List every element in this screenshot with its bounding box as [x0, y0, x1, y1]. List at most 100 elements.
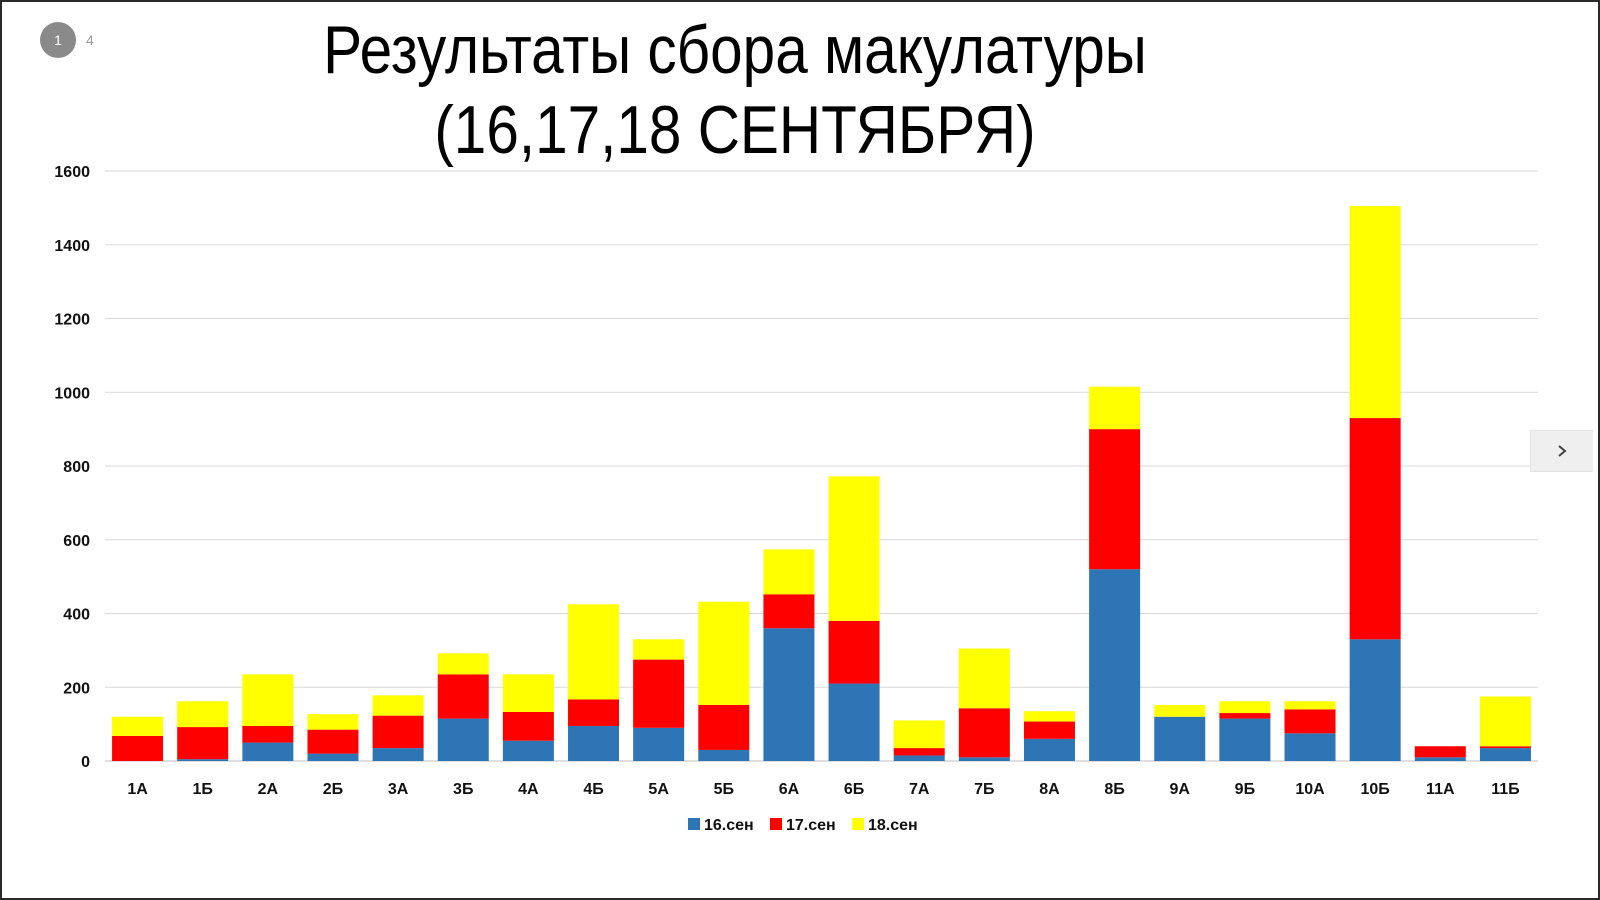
- bar-6А-series-2: [763, 594, 815, 629]
- x-tick-label: 3А: [388, 781, 409, 798]
- bar-4А-series-2: [502, 711, 554, 741]
- bar-8А-series-3: [1023, 711, 1075, 722]
- bar-2Б-series-3: [307, 714, 359, 730]
- legend-label-2: 17.сен: [786, 817, 836, 834]
- bar-11Б-series-2: [1479, 746, 1531, 749]
- y-tick-label: 1000: [54, 385, 90, 402]
- legend-swatch-2: [770, 818, 782, 830]
- bar-1А-series-2: [112, 735, 164, 761]
- current-page-badge[interactable]: 1: [40, 22, 76, 58]
- bar-7Б-series-1: [958, 757, 1010, 761]
- bar-7А-series-2: [893, 748, 945, 756]
- x-tick-label: 6Б: [844, 781, 864, 798]
- x-tick-label: 9Б: [1235, 781, 1255, 798]
- x-tick-label: 4Б: [583, 781, 603, 798]
- x-tick-label: 10А: [1295, 781, 1325, 798]
- bar-10Б-series-1: [1349, 639, 1401, 761]
- x-tick-label: 3Б: [453, 781, 473, 798]
- bar-8А-series-1: [1023, 738, 1075, 761]
- x-tick-label: 2А: [258, 781, 279, 798]
- bar-11А-series-1: [1414, 757, 1466, 761]
- bar-1Б-series-3: [177, 701, 229, 728]
- bar-3Б-series-1: [437, 718, 489, 761]
- bar-1Б-series-2: [177, 727, 229, 760]
- page-indicator: 1 4: [40, 22, 94, 58]
- bar-10Б-series-3: [1349, 206, 1401, 419]
- bar-4А-series-1: [502, 740, 554, 761]
- y-tick-label: 600: [63, 533, 90, 550]
- y-tick-label: 1600: [54, 164, 90, 181]
- bar-9Б-series-3: [1219, 701, 1271, 714]
- bar-8Б-series-1: [1089, 569, 1141, 761]
- bar-4Б-series-1: [568, 725, 620, 761]
- x-tick-label: 5Б: [714, 781, 734, 798]
- legend-swatch-1: [688, 818, 700, 830]
- bar-5А-series-1: [633, 727, 685, 761]
- x-tick-label: 1А: [127, 781, 148, 798]
- bar-3А-series-3: [372, 695, 424, 716]
- y-tick-label: 1400: [54, 238, 90, 255]
- bar-8А-series-2: [1023, 721, 1075, 739]
- x-tick-label: 7Б: [974, 781, 994, 798]
- chart-title-line1: Результаты сбора макулатуры: [323, 12, 1147, 88]
- bar-8Б-series-2: [1089, 429, 1141, 570]
- x-tick-label: 4А: [518, 781, 539, 798]
- bar-3Б-series-3: [437, 653, 489, 675]
- bar-4Б-series-3: [568, 604, 620, 700]
- bar-10А-series-3: [1284, 701, 1336, 710]
- bar-5Б-series-3: [698, 601, 750, 705]
- bar-5Б-series-2: [698, 704, 750, 750]
- bar-1А-series-3: [112, 716, 164, 736]
- bar-2Б-series-2: [307, 729, 359, 754]
- bar-6Б-series-2: [828, 620, 880, 684]
- bar-1Б-series-1: [177, 759, 229, 761]
- bar-2Б-series-1: [307, 753, 359, 761]
- chevron-right-icon: [1558, 445, 1567, 457]
- y-tick-label: 200: [63, 680, 90, 697]
- bar-6Б-series-1: [828, 683, 880, 761]
- legend-swatch-3: [852, 818, 864, 830]
- x-tick-label: 2Б: [323, 781, 343, 798]
- x-tick-label: 5А: [648, 781, 669, 798]
- chart-title: Результаты сбора макулатуры (16,17,18 СЕ…: [275, 10, 1195, 170]
- legend-label-3: 18.сен: [868, 817, 918, 834]
- legend-label-1: 16.сен: [704, 817, 754, 834]
- bar-10А-series-2: [1284, 709, 1336, 734]
- y-tick-label: 400: [63, 607, 90, 624]
- x-tick-label: 6А: [779, 781, 800, 798]
- bar-6Б-series-3: [828, 476, 880, 621]
- bar-8Б-series-3: [1089, 386, 1141, 430]
- bar-9А-series-3: [1154, 704, 1206, 717]
- x-tick-label: 9А: [1170, 781, 1191, 798]
- bar-5А-series-2: [633, 659, 685, 728]
- bar-7Б-series-2: [958, 708, 1010, 758]
- chart-title-line2: (16,17,18 СЕНТЯБРЯ): [434, 92, 1036, 168]
- x-tick-label: 8А: [1039, 781, 1060, 798]
- bar-2А-series-3: [242, 674, 294, 726]
- bar-2А-series-1: [242, 742, 294, 761]
- x-tick-label: 10Б: [1361, 781, 1390, 798]
- bar-6А-series-1: [763, 628, 815, 761]
- bar-7Б-series-3: [958, 648, 1010, 709]
- next-slide-button[interactable]: [1530, 430, 1593, 472]
- bar-11Б-series-3: [1479, 696, 1531, 747]
- y-tick-label: 800: [63, 459, 90, 476]
- bar-9А-series-1: [1154, 716, 1206, 761]
- bar-11А-series-2: [1414, 746, 1466, 758]
- bar-7А-series-3: [893, 720, 945, 749]
- total-pages: 4: [86, 32, 94, 48]
- bar-3А-series-1: [372, 748, 424, 761]
- bar-5А-series-3: [633, 639, 685, 660]
- x-tick-label: 1Б: [193, 781, 213, 798]
- bar-4Б-series-2: [568, 699, 620, 726]
- x-tick-label: 11Б: [1491, 781, 1519, 798]
- bar-6А-series-3: [763, 549, 815, 595]
- bar-3А-series-2: [372, 715, 424, 749]
- bar-9Б-series-2: [1219, 713, 1271, 719]
- x-tick-label: 11А: [1426, 781, 1455, 798]
- bar-10А-series-1: [1284, 733, 1336, 761]
- bar-11Б-series-1: [1479, 748, 1531, 761]
- bar-10Б-series-2: [1349, 418, 1401, 640]
- bar-2А-series-2: [242, 725, 294, 743]
